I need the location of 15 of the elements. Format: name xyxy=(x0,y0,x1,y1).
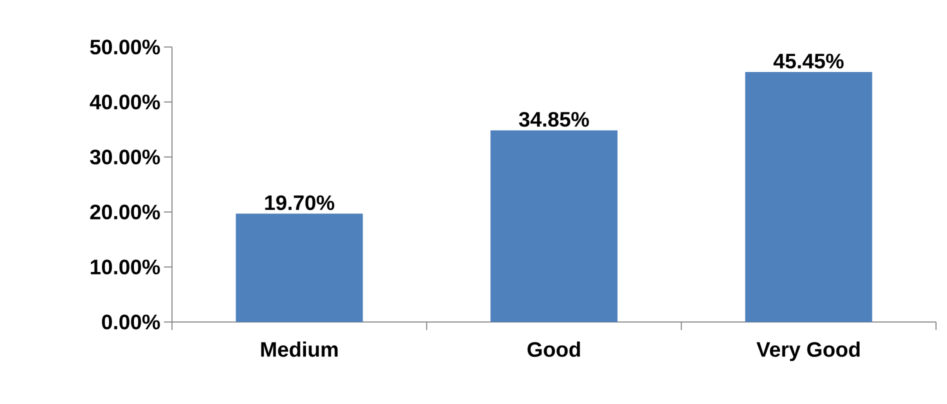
y-tick-label: 10.00% xyxy=(90,260,160,274)
y-tick-label: 30.00% xyxy=(90,150,160,164)
y-tick-label: 50.00% xyxy=(90,40,160,54)
data-label: 19.70% xyxy=(265,195,334,210)
data-label: 34.85% xyxy=(519,112,589,127)
data-label: 45.45% xyxy=(774,54,844,69)
x-tick-label: Very Good xyxy=(756,342,860,362)
x-tick-label: Good xyxy=(528,342,580,357)
bar xyxy=(490,130,618,322)
x-tick-label: Medium xyxy=(261,342,338,357)
bar xyxy=(236,214,363,322)
y-tick-label: 0.00% xyxy=(102,314,160,330)
y-tick-label: 40.00% xyxy=(90,94,160,110)
bar xyxy=(745,72,872,322)
y-tick-label: 20.00% xyxy=(90,204,160,220)
